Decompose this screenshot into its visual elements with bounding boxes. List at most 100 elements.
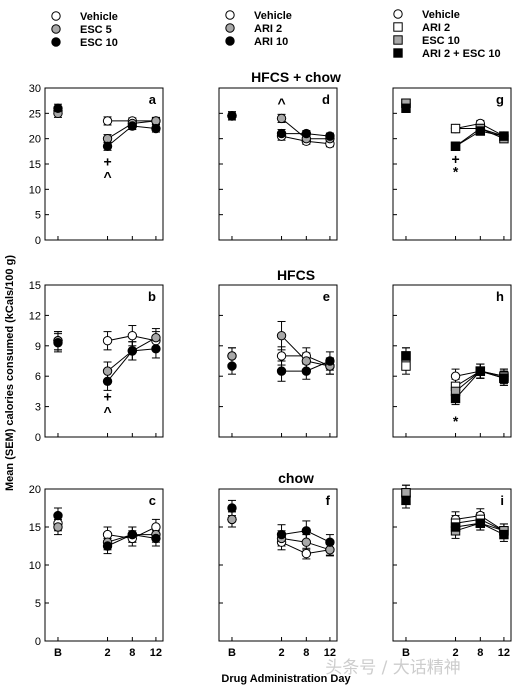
x-tick-label: 8 [477,647,483,659]
y-tick-label: 5 [35,210,41,222]
y-tick-label: 15 [29,159,41,171]
legend-marker-esc-10 [393,35,403,45]
y-tick-label: 6 [35,371,41,383]
markers-ari-10 [227,356,335,376]
data-point [475,126,486,136]
data-point [301,537,312,547]
data-point [102,366,113,376]
legend-label-ari-2: ARI 2 [254,23,282,35]
data-point [301,548,312,559]
x-tick-label: B [54,647,62,659]
data-point [151,533,161,544]
data-point [276,113,287,124]
legend-label-vehicle: Vehicle [422,9,460,21]
legend-marker-esc-5 [51,24,61,34]
significance-mark: + [103,153,111,169]
y-tick-label: 5 [35,598,41,610]
legend-marker-ari-10 [225,36,235,46]
x-tick-label: B [228,647,236,659]
data-point [499,529,509,540]
panel-letter-c: c [149,493,156,508]
panel-a: 0 5 10 15 20 25 30 a +^ [29,83,164,247]
data-point [325,356,335,366]
y-tick-label: 25 [29,108,41,120]
data-point [53,510,63,521]
legend-marker-vehicle [225,10,235,20]
legend-marker-esc-10 [51,37,61,47]
y-tick-label: 15 [29,522,41,534]
y-tick-label: 20 [29,484,41,496]
panel-f: B 2 8 12 f [218,488,338,659]
data-point [301,356,312,366]
panel-letter-d: d [322,92,330,107]
legend-label-ari-2: ARI 2 [422,22,450,34]
markers-esc-10 [53,510,161,551]
data-point [499,131,509,141]
significance-mark: ^ [277,95,285,111]
legend-label-vehicle: Vehicle [80,11,118,23]
x-axis-label: Drug Administration Day [221,673,351,685]
x-tick-label: 12 [498,647,510,659]
data-point [53,103,63,113]
data-point [325,537,335,547]
legend-label-esc-10: ESC 10 [422,35,460,47]
legend-label-esc-5: ESC 5 [80,24,112,36]
x-tick-label: 2 [452,647,458,659]
y-tick-label: 20 [29,134,41,146]
y-tick-label: 0 [35,636,41,648]
panel-letter-i: i [500,493,504,508]
data-point [475,518,486,528]
panel-letter-h: h [496,289,504,304]
x-tick-label: 12 [324,647,336,659]
significance-mark: + [103,388,111,404]
data-point [102,141,113,151]
y-tick-label: 9 [35,341,41,353]
data-point [53,522,63,532]
data-point [227,111,237,121]
row-title-hfcs-chow: HFCS + chow [251,69,341,85]
markers-ari-2-esc-10 [401,351,509,404]
row-titles: HFCS + chow HFCS chow [251,69,341,486]
legend-label-vehicle: Vehicle [254,10,292,22]
significance-mark: * [453,164,459,180]
panel-letter-e: e [323,289,330,304]
y-tick-label: 30 [29,83,41,95]
data-point [227,514,237,525]
significance-mark: ^ [103,169,111,185]
legend-label-ari-2-esc-10: ARI 2 + ESC 10 [422,48,501,60]
x-tick-label: B [402,647,410,659]
legend-marker-vehicle [51,11,61,21]
y-tick-label: 15 [29,280,41,292]
legend-marker-ari-2 [393,22,403,32]
panel-letter-f: f [326,493,331,508]
x-tick-label: 2 [104,647,110,659]
data-point [450,141,461,151]
panel-b: 0 3 6 9 12 15 b +^ [29,280,164,444]
markers-ari-2-esc-10 [401,103,509,151]
data-point [53,338,63,348]
x-tick-label: 8 [129,647,135,659]
data-point [127,346,138,356]
x-tick-label: 12 [150,647,162,659]
panel-letter-b: b [148,289,156,304]
data-point [276,366,287,376]
row-title-hfcs: HFCS [277,267,315,283]
legend-marker-vehicle [393,9,403,19]
data-point [401,103,411,113]
data-point [127,330,138,341]
x-tick-label: 8 [303,647,309,659]
data-point [301,526,312,536]
data-point [227,503,237,513]
panel-h: h* [392,284,512,438]
data-point [401,351,411,361]
markers-ari-10 [227,111,335,141]
data-point [151,123,161,134]
data-point [276,351,287,361]
panel-letter-g: g [496,92,504,107]
row-title-chow: chow [278,470,314,486]
significance-mark: ^ [103,404,111,420]
